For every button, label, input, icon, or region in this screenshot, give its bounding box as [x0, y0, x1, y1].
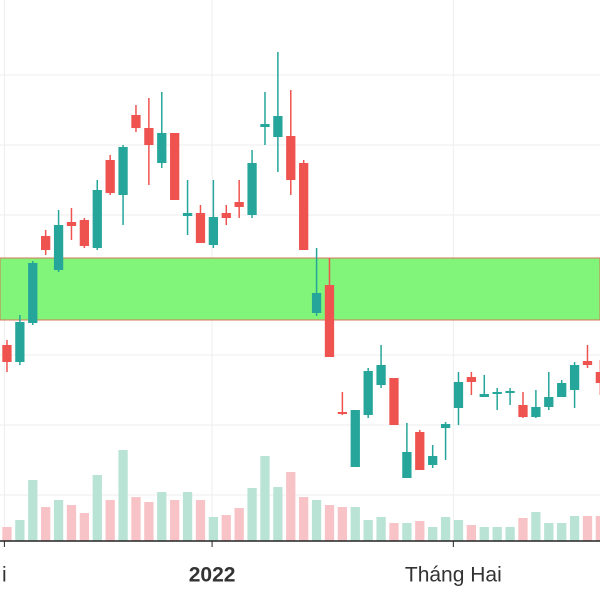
volume-bar [299, 497, 309, 541]
candle-body [221, 213, 231, 218]
volume-bar [505, 527, 515, 541]
candle-body [479, 394, 489, 397]
volume-bar [157, 492, 167, 541]
candle-body [544, 397, 554, 407]
candle-body [402, 452, 412, 478]
volume-bar [337, 507, 348, 541]
candle-body [466, 377, 477, 382]
candle-body [195, 213, 206, 243]
candle-body [569, 365, 580, 390]
volume-bar [28, 480, 38, 541]
volume-bar [415, 521, 425, 541]
volume-bar [260, 456, 270, 541]
candle-body [105, 160, 115, 193]
volume-bar [79, 513, 90, 541]
candle-body [182, 213, 193, 216]
candle-body [453, 382, 464, 408]
volume-bar [479, 527, 489, 541]
candle-body [311, 293, 322, 313]
volume-bar [324, 505, 335, 541]
volume-bar [428, 527, 438, 541]
candle-body [28, 263, 38, 323]
candle-body [324, 285, 335, 357]
band [0, 257, 600, 321]
candle-body [440, 424, 451, 428]
candle-body [118, 147, 128, 195]
candle-body [144, 128, 154, 145]
candle-body [299, 163, 309, 250]
candle-body [79, 220, 90, 246]
candle-body [66, 222, 77, 226]
volume-bar [2, 527, 12, 541]
volume-bar [492, 527, 502, 541]
candle-body [286, 136, 296, 180]
volume-bar [582, 516, 593, 541]
candle-body [415, 432, 425, 470]
volume-bar [389, 523, 399, 541]
candle-body [492, 392, 502, 394]
volume-bar [363, 520, 373, 541]
candle-body [41, 236, 51, 250]
volume-bar [350, 507, 360, 541]
candle-body [595, 372, 600, 383]
volume-bar [286, 472, 296, 541]
volume-bar [531, 512, 541, 541]
candle-body [518, 405, 528, 417]
volume-bar [221, 515, 231, 541]
candle-body [389, 378, 399, 425]
volume-bar [131, 497, 141, 541]
candle-body [247, 163, 257, 215]
candle-body [557, 383, 567, 397]
candle-body [208, 217, 219, 245]
candle-body [157, 133, 167, 163]
candle-body [2, 345, 12, 362]
candle-body [505, 391, 515, 393]
volume-bar [273, 487, 283, 541]
candle-body [363, 371, 373, 415]
volume-bar [15, 520, 25, 541]
candle-body [53, 225, 64, 270]
x-tick-label: Tháng Hai [405, 564, 502, 587]
volume-bar [544, 523, 554, 541]
candle-body [350, 410, 360, 467]
volume-bar [170, 500, 180, 541]
x-tick-label: 2022 [189, 564, 236, 587]
volume-bar [105, 500, 115, 541]
volume-bar [118, 450, 128, 541]
volume-bar [234, 508, 244, 541]
volume-bar [53, 500, 64, 541]
volume-bar [466, 525, 477, 541]
volume-bar [144, 502, 154, 541]
volume-bar [311, 500, 322, 541]
volume-bar [247, 488, 257, 541]
candle-body [170, 133, 180, 200]
volume-bar [376, 517, 386, 541]
candle-body [92, 190, 102, 248]
volume-bar [595, 516, 600, 541]
candle-body [234, 202, 244, 207]
candle-body [428, 456, 438, 465]
volume-bar [402, 523, 412, 541]
candle-body [131, 115, 141, 128]
candle-body [376, 365, 386, 385]
candle-body [260, 124, 270, 127]
volume-bar [453, 520, 464, 541]
volume-bar [557, 523, 567, 541]
volume-bar [195, 500, 206, 541]
x-tick-label: i [2, 564, 7, 587]
candle-body [273, 116, 283, 137]
volume-bar [182, 492, 193, 541]
volume-bar [518, 518, 528, 541]
volume-bar [66, 505, 77, 541]
volume-bar [440, 517, 451, 541]
volume-bar [208, 517, 219, 541]
candle-body [531, 407, 541, 417]
candle-body [582, 361, 593, 365]
candle-body [15, 322, 25, 362]
volume-bar [41, 507, 51, 541]
volume-bar [569, 516, 580, 541]
volume-bar [92, 475, 102, 541]
candle-body [337, 412, 348, 414]
